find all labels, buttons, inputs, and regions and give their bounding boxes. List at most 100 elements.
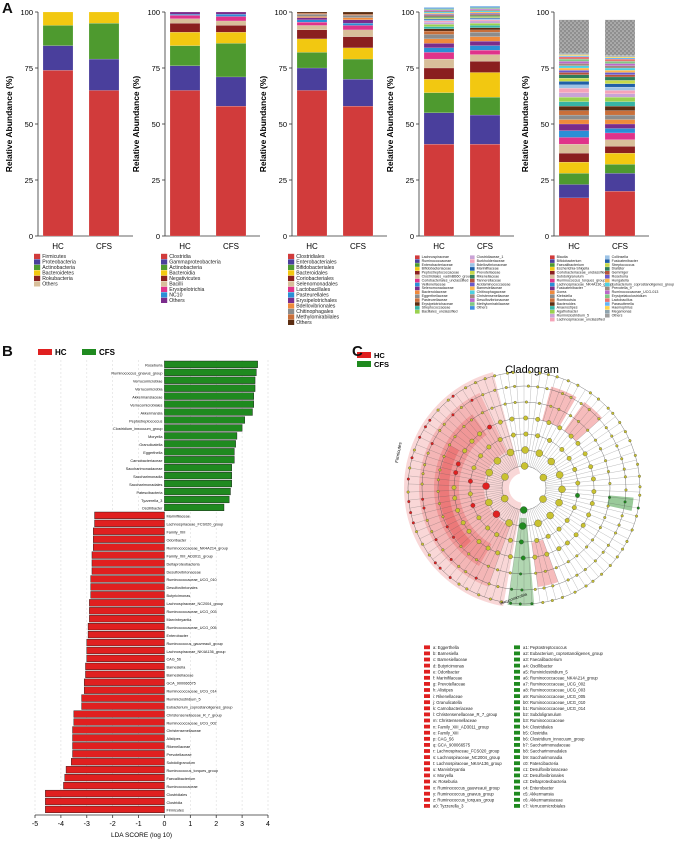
key-label-hc: u: Marvinbryantia [433, 767, 466, 772]
key-label-cfs: b4: Clostridiales [523, 724, 553, 729]
legend-label: Others [42, 282, 58, 288]
clade-node [558, 485, 566, 493]
bar-segment [342, 36, 374, 48]
clade-node [564, 518, 570, 523]
bar-segment [169, 45, 201, 66]
bar-segment [88, 23, 120, 60]
key-label-cfs: b2: Subdoligranulum [523, 712, 562, 717]
bar-segment [342, 29, 374, 37]
x-tick-label: HC [433, 242, 445, 251]
legend-swatch [415, 274, 420, 279]
clade-node [428, 418, 432, 422]
key-label-cfs: c6: Akkermansiaceae [523, 798, 563, 803]
legend-swatch [605, 286, 610, 291]
clade-node [555, 375, 559, 379]
legend-swatch [550, 263, 555, 267]
bar-chart-A5: Relative Abundance (%) 0 25 50 75 100 HC CFS Bla… [520, 8, 674, 322]
key-label-cfs: b7: Saccharimonadaceae [523, 743, 571, 748]
y-tick-label: 0 [410, 232, 414, 241]
lda-bar-label: Eggerthella [143, 451, 163, 455]
legend-swatch [415, 298, 420, 302]
clade-node [597, 417, 601, 421]
key-swatch-cfs [514, 706, 520, 711]
legend-swatch [470, 271, 475, 275]
legend-label: Tannerellaceae [477, 278, 501, 282]
legend-swatch [470, 302, 475, 306]
lda-bar [90, 591, 165, 599]
clade-branch [455, 394, 512, 471]
bar-segment [469, 27, 501, 30]
lda-bar-label: Desulfovibrionales [166, 586, 197, 590]
legend-swatch [550, 255, 555, 259]
clade-node [481, 393, 485, 397]
key-label-hc: w: Roseburia [433, 779, 458, 784]
bar-segment [604, 114, 636, 120]
bar-segment [423, 17, 455, 19]
lda-bar [93, 535, 165, 543]
clade-node [550, 599, 554, 602]
legend-label: Ruminococcaceae [422, 259, 452, 263]
clade-node [620, 457, 624, 461]
clade-node [556, 546, 562, 552]
clade-node [636, 506, 640, 510]
legend-label: Rokubacteria [42, 276, 73, 282]
clade-node [524, 400, 528, 404]
legend-label: Enterobacteriaceae [422, 263, 453, 267]
x-tick-label: -5 [32, 821, 38, 828]
lda-bar-label: Granulicatella [139, 443, 163, 447]
clade-node [614, 531, 617, 535]
clade-branch [536, 394, 593, 471]
lda-bar [164, 392, 254, 400]
clade-node [546, 373, 550, 377]
key-label-cfs: a9: Ruminococcaceae_UCG_005 [523, 694, 586, 699]
bar-segment [604, 72, 636, 75]
lda-bar [81, 702, 165, 710]
clade-node [610, 434, 614, 438]
key-label-hc: v: Moryella [433, 773, 454, 778]
bar-segment [469, 18, 501, 20]
legend-label: Escherichia-Shigella [557, 267, 590, 271]
bar-segment [469, 45, 501, 51]
legend-label: Agathobacter [557, 310, 579, 314]
clade-node [415, 530, 418, 534]
clade-node [580, 522, 586, 528]
clade-node [495, 550, 501, 556]
key-swatch-cfs [514, 785, 520, 790]
bar-segment [558, 63, 590, 66]
key-swatch-cfs [514, 767, 520, 772]
bar-segment [42, 45, 74, 71]
key-swatch-hc [424, 749, 430, 753]
key-swatch-hc [424, 743, 430, 747]
clade-node [493, 388, 497, 392]
x-tick-label: CFS [477, 242, 493, 251]
clade-node [539, 473, 548, 482]
legend-swatch [550, 313, 555, 318]
clade-node [566, 560, 570, 564]
lda-bar [93, 527, 165, 535]
bar-segment [423, 38, 455, 44]
bar-segment [604, 56, 636, 58]
bar-segment [296, 16, 328, 18]
clade-branch [526, 373, 541, 467]
legend-label: Megamonas [612, 310, 632, 314]
key-label-hc: r: Lachnospiraceae_FCS020_group [433, 749, 500, 754]
legend-label: Actinobacteria [169, 265, 202, 271]
legend-label: Desulfovibrionaceae [477, 298, 510, 302]
bar-segment [604, 164, 636, 174]
clade-node [620, 514, 624, 518]
x-tick-label: CFS [96, 242, 112, 251]
clade-node [457, 564, 461, 568]
legend-label: Others [296, 320, 312, 326]
y-tick-label: 75 [406, 64, 414, 73]
legend-label: Methylomirabilales [296, 315, 339, 321]
clade-node [557, 425, 563, 431]
y-axis-label: Relative Abundance (%) [385, 76, 395, 173]
lda-bar [89, 615, 165, 623]
clade-node [455, 508, 461, 513]
key-label-cfs: a8: Ruminococcaceae_UCG_003 [523, 688, 586, 693]
clade-node [573, 532, 579, 538]
bar-segment [604, 80, 636, 84]
bar-segment [558, 173, 590, 185]
clade-node [546, 511, 554, 520]
bar-segment [423, 144, 455, 237]
